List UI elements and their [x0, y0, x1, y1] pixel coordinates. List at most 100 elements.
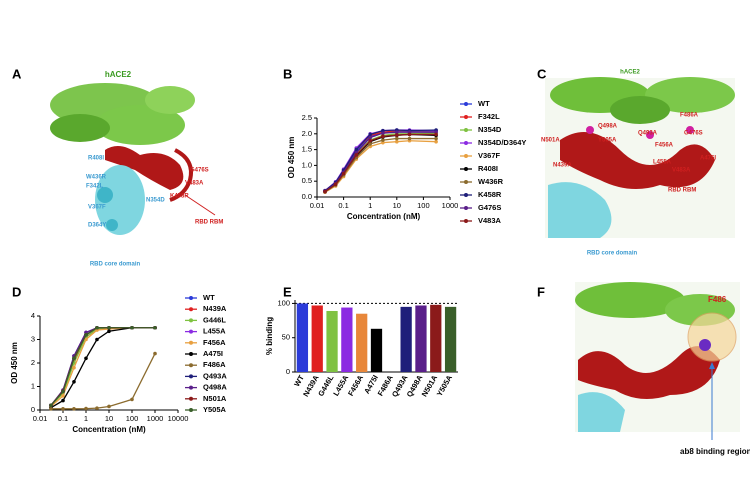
- legend-label: WT: [478, 99, 490, 108]
- data-point: [130, 397, 134, 402]
- series-line: [50, 353, 156, 410]
- data-point: [381, 138, 385, 142]
- y-tick-label: 2: [31, 358, 35, 367]
- y-axis-label: OD 450 nm: [10, 342, 19, 384]
- residue-label: V483A: [672, 168, 691, 174]
- structure-label: RBD core domain: [90, 262, 141, 268]
- series-line: [324, 140, 437, 193]
- legend-label: G476S: [478, 203, 501, 212]
- x-tick-label: 100: [126, 414, 139, 423]
- residue-label: G476S: [190, 168, 209, 174]
- residue-label: N439A: [553, 163, 572, 169]
- data-point: [395, 133, 399, 137]
- x-tick-label: 1000: [442, 201, 459, 210]
- residue-label: D364Y: [88, 223, 106, 229]
- panel-label: B: [283, 66, 292, 81]
- legend-label: Q493A: [203, 371, 227, 380]
- y-tick-label: 0: [31, 405, 35, 414]
- y-tick-label: 2.5: [302, 113, 312, 122]
- structure-label: RBD RBM: [195, 220, 223, 226]
- data-point: [107, 329, 111, 334]
- legend-marker: [464, 167, 468, 171]
- legend-marker: [189, 385, 193, 390]
- data-point: [84, 356, 88, 361]
- bar: [444, 306, 457, 372]
- data-point: [95, 337, 99, 342]
- series-line: [50, 327, 155, 409]
- y-tick-label: 1.0: [302, 160, 312, 169]
- legend-label: F456A: [203, 338, 226, 347]
- data-point: [395, 130, 399, 135]
- data-point: [395, 136, 399, 141]
- x-tick-label: F456A: [346, 373, 365, 398]
- x-tick-label: 10: [105, 414, 113, 423]
- legend-marker: [189, 363, 193, 368]
- data-point: [434, 139, 438, 144]
- legend-label: N501A: [203, 394, 227, 403]
- y-tick-label: 50: [282, 333, 290, 342]
- structure-c: [545, 77, 735, 238]
- x-tick-label: 0.1: [338, 201, 348, 210]
- residue-label: W436R: [86, 175, 107, 181]
- legend-label: WT: [203, 293, 215, 302]
- legend-marker: [189, 352, 193, 356]
- data-point: [381, 134, 385, 139]
- structure-label: RBD core domain: [587, 251, 638, 257]
- residue-label: K458R: [170, 194, 189, 200]
- series-line: [324, 137, 437, 193]
- structure-f: [575, 282, 740, 440]
- legend-marker: [464, 102, 468, 106]
- legend-label: V367F: [478, 151, 501, 160]
- legend-marker: [189, 318, 193, 323]
- legend-marker: [189, 396, 193, 401]
- x-tick-label: WT: [292, 373, 306, 388]
- series-line: [50, 327, 155, 406]
- data-point: [354, 147, 359, 152]
- data-point: [381, 128, 385, 133]
- data-point: [341, 171, 346, 176]
- series-line: [324, 132, 437, 192]
- data-point: [72, 365, 76, 370]
- residue-label: R408I: [88, 156, 104, 162]
- structure-a: [50, 83, 216, 235]
- x-axis-label: Concentration (nM): [72, 425, 146, 434]
- x-tick-label: 0.01: [33, 414, 48, 423]
- data-point: [95, 325, 99, 330]
- residue-label: Q493A: [638, 131, 658, 137]
- residue-label: V367F: [88, 205, 106, 211]
- data-point: [368, 135, 373, 140]
- bar: [415, 305, 427, 372]
- data-point: [72, 356, 76, 361]
- legend-marker: [189, 296, 193, 300]
- bar: [341, 307, 353, 372]
- legend-label: W436R: [478, 177, 504, 186]
- residue-label: N354D: [146, 198, 165, 204]
- legend-marker: [464, 154, 468, 158]
- x-axis-label: Concentration (nM): [347, 212, 421, 221]
- data-point: [368, 138, 373, 143]
- legend-marker: [189, 340, 193, 345]
- legend-marker: [189, 408, 193, 412]
- y-tick-label: 100: [277, 298, 290, 307]
- legend-label: N439A: [203, 304, 227, 313]
- legend-marker: [464, 180, 468, 184]
- bar: [400, 306, 412, 372]
- legend-label: F486A: [203, 360, 226, 369]
- residue-label: L455A: [653, 160, 672, 166]
- data-point: [395, 139, 399, 144]
- residue-label: F342L: [86, 184, 104, 190]
- y-tick-label: 3: [31, 334, 35, 343]
- residue-label: Q498A: [598, 124, 618, 130]
- y-tick-label: 0.0: [302, 192, 312, 201]
- legend-label: A475I: [203, 349, 223, 358]
- residue-label: F486A: [680, 113, 699, 119]
- residue-label: V483A: [185, 181, 204, 187]
- residue-label: G476S: [684, 131, 703, 137]
- x-tick-label: 0.01: [310, 201, 325, 210]
- legend-marker: [189, 374, 193, 379]
- x-tick-label: Y505A: [435, 373, 455, 398]
- legend-marker: [189, 307, 193, 312]
- data-point: [368, 142, 373, 146]
- legend-label: N354D: [478, 125, 502, 134]
